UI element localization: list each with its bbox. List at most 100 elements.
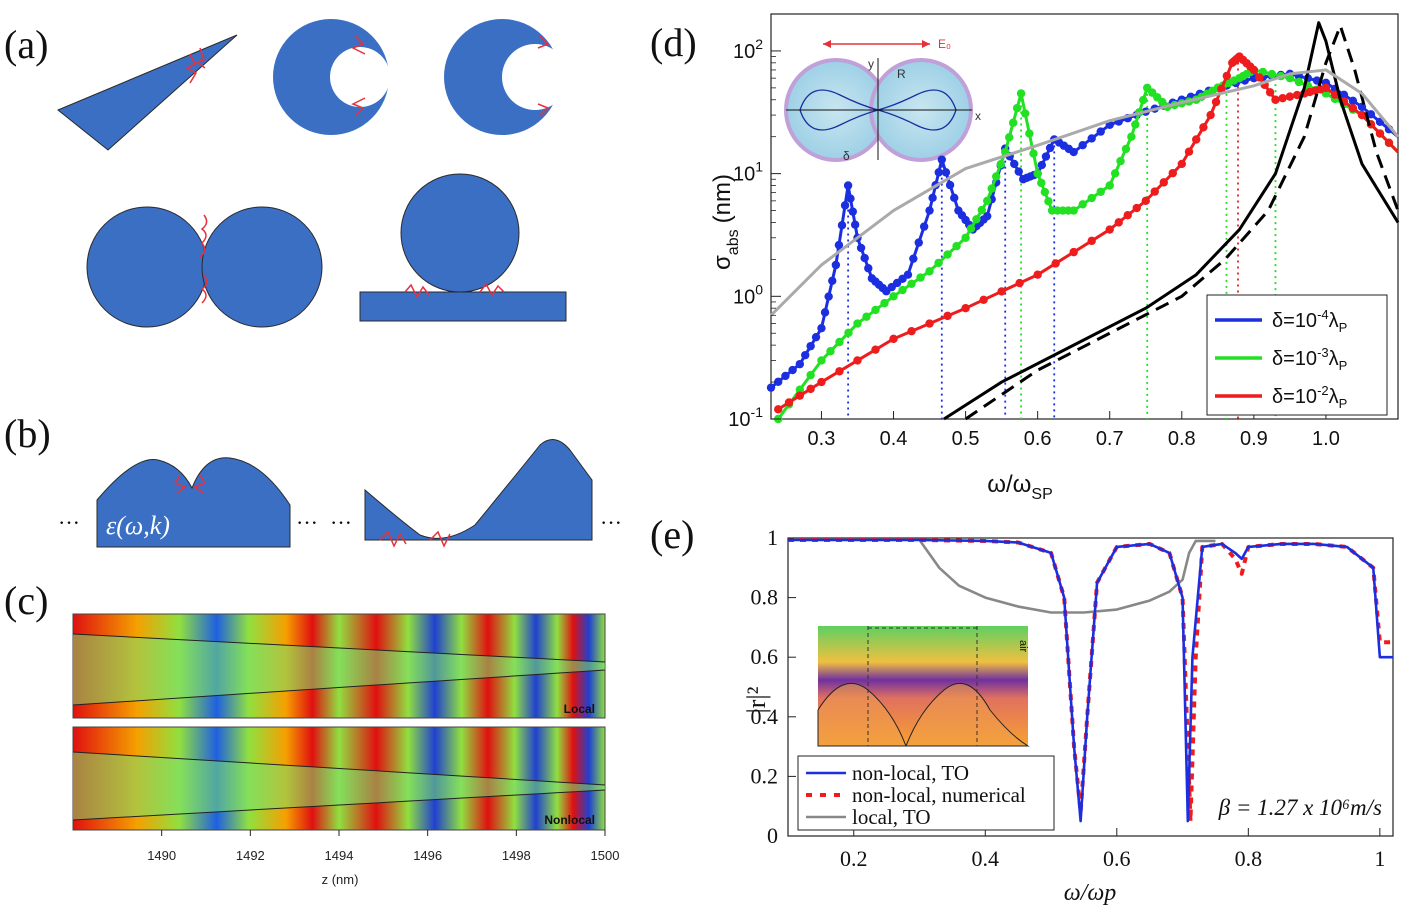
series-dot-1 [1037, 178, 1046, 188]
plot-d-legend: δ=10-4λP δ=10-3λP δ=10-2λP [1206, 294, 1388, 416]
series-dot-0 [903, 270, 913, 279]
c-tick-label: 1492 [236, 848, 265, 863]
grating-left-field [173, 474, 207, 494]
film-gap-field [404, 282, 505, 299]
crescent-right-field [537, 35, 550, 117]
sphere-on-film [400, 173, 520, 293]
series-dot-2 [1105, 225, 1114, 234]
d-y-tick-label: 10-1 [728, 404, 763, 431]
series-dot-0 [795, 359, 805, 369]
series-dot-2 [1132, 203, 1141, 213]
series-dot-0 [837, 221, 847, 230]
series-dot-0 [1037, 160, 1046, 170]
plot-d-xlabel: ω/ωSP [987, 471, 1053, 503]
crescent-left-field [351, 35, 366, 117]
series-dot-1 [817, 356, 826, 365]
inset-grating-profile [817, 682, 1030, 747]
series-dot-2 [1357, 110, 1367, 120]
series-dot-2 [1278, 93, 1287, 103]
series-dot-1 [1121, 144, 1131, 154]
series-dot-1 [1105, 181, 1114, 190]
plot-e-inset: air [817, 626, 1030, 747]
series-dot-2 [1141, 196, 1150, 206]
e-y-tick-label: 0.6 [751, 644, 779, 669]
film-substrate [359, 291, 567, 322]
svg-text:ω/ωSP: ω/ωSP [987, 471, 1053, 503]
series-line-3 [943, 21, 1400, 421]
dimer-left-sphere [86, 206, 208, 328]
series-dot-0 [788, 365, 797, 375]
series-dot-2 [1015, 278, 1024, 288]
e-x-tick-label: 0.6 [1103, 846, 1131, 871]
series-dot-1 [1127, 132, 1136, 141]
series-dot-2 [1375, 129, 1385, 138]
plot-d-inset: E₀ y x R δ [784, 37, 981, 163]
e-x-tick-label: 1 [1374, 846, 1385, 871]
series-dot-2 [1159, 178, 1168, 187]
series-dot-1 [1044, 197, 1053, 206]
inset-air-label: air [1017, 640, 1029, 653]
svg-text:σabs(nm): σabs (nm) [709, 174, 742, 270]
series-dot-2 [1051, 259, 1060, 268]
series-dot-1 [1021, 109, 1030, 118]
series-dot-0 [1045, 143, 1055, 153]
series-dot-1 [925, 267, 934, 276]
series-dot-0 [781, 371, 790, 381]
series-dot-0 [909, 254, 918, 263]
series-dot-0 [860, 253, 869, 263]
series-dot-0 [850, 220, 860, 229]
legend-e-label: local, TO [852, 805, 931, 829]
series-dot-1 [889, 292, 898, 301]
series-dot-0 [934, 168, 943, 177]
series-line-4 [964, 24, 1400, 421]
crescent-right-hole [502, 44, 568, 110]
e-y-tick-label: 0.4 [751, 704, 779, 729]
series-dot-1 [1040, 187, 1050, 197]
panel-label-c: (c) [4, 578, 48, 623]
series-dot-2 [784, 398, 794, 407]
series-dot-1 [1025, 129, 1034, 138]
local-label: Local [564, 702, 595, 716]
series-dot-0 [1014, 167, 1023, 176]
series-dot-0 [831, 260, 841, 270]
series-dot-2 [907, 326, 916, 336]
d-x-tick-label: 0.4 [880, 428, 908, 450]
e-x-tick-label: 0.8 [1235, 846, 1263, 871]
series-dot-2 [1348, 104, 1358, 113]
plot-e-annotation: β = 1.27 x 10⁶m/s [1218, 795, 1382, 820]
series-dot-2 [835, 367, 844, 376]
crescent-left-hole [330, 47, 390, 107]
series-dot-0 [766, 383, 776, 392]
legend-e-label: non-local, TO [852, 761, 969, 785]
series-dot-1 [916, 273, 925, 282]
panel-label-b: (b) [4, 411, 51, 456]
nonlocal-wedge-region [73, 752, 605, 820]
series-dot-2 [1192, 135, 1201, 144]
nonlocal-lower-edge [72, 789, 606, 821]
series-dot-0 [1096, 127, 1105, 136]
c-tick-label: 1500 [591, 848, 620, 863]
grating-shape-right [364, 439, 593, 541]
series-dot-1 [961, 233, 970, 242]
series-line-5 [769, 68, 1400, 317]
series-dot-1 [1267, 69, 1277, 79]
ellipsis-2: ··· [296, 510, 318, 535]
series-dot-0 [806, 341, 815, 351]
d-x-tick-label: 0.5 [952, 428, 980, 450]
plot-e-series [788, 538, 1393, 824]
series-dot-2 [979, 295, 988, 305]
series-dot-1 [966, 224, 976, 233]
series-dot-0 [864, 264, 873, 273]
series-dot-1 [853, 319, 862, 328]
series-dot-1 [907, 279, 916, 288]
panel-b-shapes: ε(ω,k) ··· ··· ··· ··· [58, 439, 622, 548]
c-tick-label: 1494 [325, 848, 354, 863]
c-tick-label: 1498 [502, 848, 531, 863]
inset-y-label: y [868, 57, 874, 71]
series-dot-2 [1206, 110, 1215, 120]
series-dot-1 [1069, 206, 1078, 215]
series-dot-1 [1029, 149, 1038, 158]
series-dot-0 [1087, 134, 1096, 143]
series-dot-0 [1010, 159, 1019, 169]
